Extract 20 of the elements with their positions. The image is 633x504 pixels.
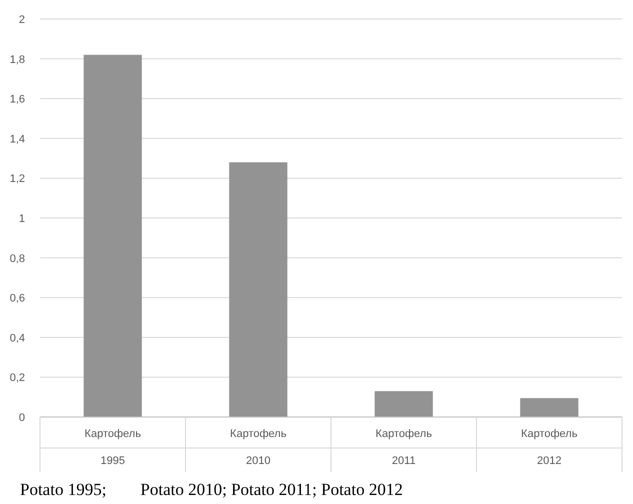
bar xyxy=(84,54,142,417)
category-label: Картофель 1995 xyxy=(84,428,141,467)
y-tick-label: 1,6 xyxy=(10,94,25,106)
y-tick-label: 2 xyxy=(18,14,25,26)
y-tick-label: 0,8 xyxy=(10,252,25,265)
y-tick-label: 1,8 xyxy=(10,54,25,66)
bar xyxy=(229,162,288,417)
text: Potato 1995; Potato 2010; Potato 2011; Potato 2012 xyxy=(20,480,403,499)
y-tick-label: 1,4 xyxy=(10,133,25,146)
y-tick-label: 0,6 xyxy=(10,292,25,305)
y-tick-label: 0,4 xyxy=(10,332,25,344)
bar xyxy=(374,391,433,417)
y-tick-label: 1,2 xyxy=(10,173,25,186)
y-tick-label: 0 xyxy=(18,412,25,424)
y-tick-label: 0,2 xyxy=(10,372,25,384)
category-label: Картофель 2010 xyxy=(230,428,286,467)
y-tick-label: 1 xyxy=(18,213,25,225)
category-label: Картофель 2012 xyxy=(521,428,578,467)
bar xyxy=(520,398,578,417)
category-label: Картофель 2011 xyxy=(376,428,432,467)
